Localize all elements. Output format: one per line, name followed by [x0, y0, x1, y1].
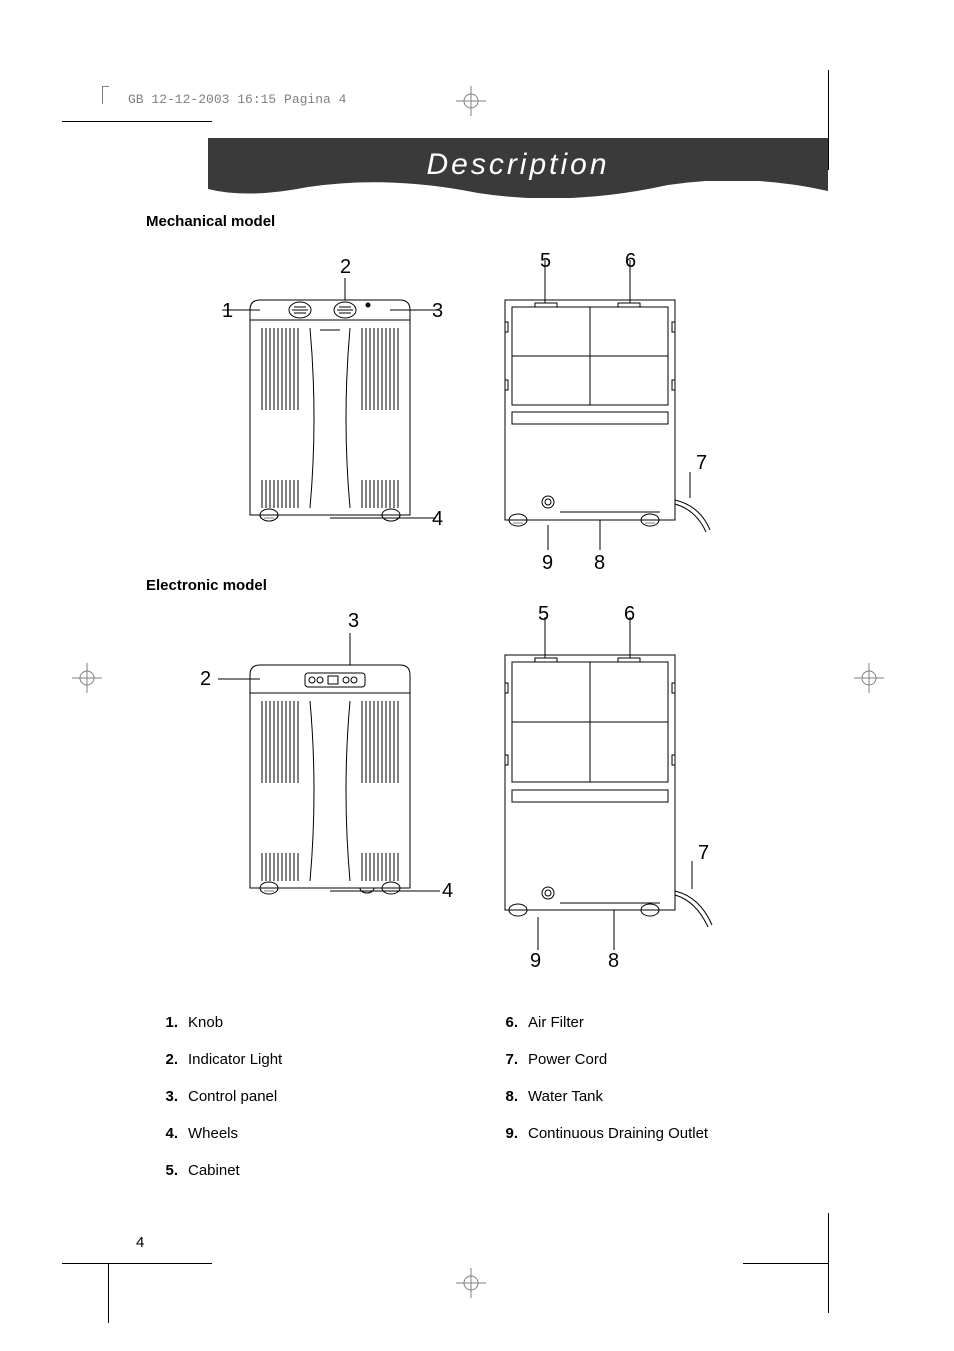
- header-meta: GB 12-12-2003 16:15 Pagina 4: [128, 92, 346, 107]
- part-num: 4.: [150, 1125, 178, 1142]
- part-row: 2. Indicator Light: [150, 1051, 282, 1068]
- part-label: Cabinet: [188, 1162, 240, 1179]
- callout-6e: 6: [624, 603, 635, 626]
- callout-3e: 3: [348, 610, 359, 633]
- part-row: 6. Air Filter: [490, 1014, 708, 1031]
- callout-8e: 8: [608, 950, 619, 973]
- register-mark-top: [456, 86, 486, 116]
- part-num: 6.: [490, 1014, 518, 1031]
- part-num: 1.: [150, 1014, 178, 1031]
- part-label: Indicator Light: [188, 1051, 282, 1068]
- part-num: 5.: [150, 1162, 178, 1179]
- crop-line: [828, 1213, 829, 1313]
- part-label: Power Cord: [528, 1051, 607, 1068]
- part-num: 7.: [490, 1051, 518, 1068]
- part-label: Knob: [188, 1014, 223, 1031]
- part-label: Wheels: [188, 1125, 238, 1142]
- part-num: 9.: [490, 1125, 518, 1142]
- electronic-back-diagram: [490, 605, 750, 975]
- register-mark-bottom: [456, 1268, 486, 1298]
- part-row: 3. Control panel: [150, 1088, 282, 1105]
- callout-3: 3: [432, 300, 443, 323]
- part-row: 1. Knob: [150, 1014, 282, 1031]
- callout-5: 5: [540, 250, 551, 273]
- crop-line: [743, 1263, 828, 1264]
- mechanical-front-diagram: [210, 250, 460, 550]
- crop-line: [62, 121, 212, 122]
- crop-line: [828, 70, 829, 170]
- callout-4: 4: [432, 508, 443, 531]
- callout-7: 7: [696, 452, 707, 475]
- part-row: 9. Continuous Draining Outlet: [490, 1125, 708, 1142]
- title-banner: Description: [208, 138, 828, 198]
- mechanical-back-diagram: [490, 250, 750, 570]
- banner-wave: [208, 181, 828, 199]
- crop-line: [108, 1263, 109, 1323]
- register-mark-left: [72, 663, 102, 693]
- callout-1: 1: [222, 300, 233, 323]
- register-mark-right: [854, 663, 884, 693]
- callout-5e: 5: [538, 603, 549, 626]
- header-corner-tick: [102, 86, 110, 104]
- title-text: Description: [208, 138, 828, 182]
- part-label: Control panel: [188, 1088, 277, 1105]
- callout-7e: 7: [698, 842, 709, 865]
- part-row: 8. Water Tank: [490, 1088, 708, 1105]
- callout-2: 2: [340, 256, 351, 279]
- part-label: Water Tank: [528, 1088, 603, 1105]
- callout-6: 6: [625, 250, 636, 273]
- part-num: 3.: [150, 1088, 178, 1105]
- callout-9: 9: [542, 552, 553, 575]
- callout-9e: 9: [530, 950, 541, 973]
- part-num: 2.: [150, 1051, 178, 1068]
- page-number: 4: [136, 1234, 144, 1251]
- part-label: Air Filter: [528, 1014, 584, 1031]
- part-label: Continuous Draining Outlet: [528, 1125, 708, 1142]
- crop-line: [62, 1263, 212, 1264]
- part-num: 8.: [490, 1088, 518, 1105]
- mechanical-label: Mechanical model: [146, 213, 275, 230]
- electronic-label: Electronic model: [146, 577, 267, 594]
- callout-4e: 4: [442, 880, 453, 903]
- callout-2e: 2: [200, 668, 211, 691]
- electronic-front-diagram: [200, 603, 460, 923]
- part-row: 5. Cabinet: [150, 1162, 282, 1179]
- part-row: 4. Wheels: [150, 1125, 282, 1142]
- part-row: 7. Power Cord: [490, 1051, 708, 1068]
- callout-8: 8: [594, 552, 605, 575]
